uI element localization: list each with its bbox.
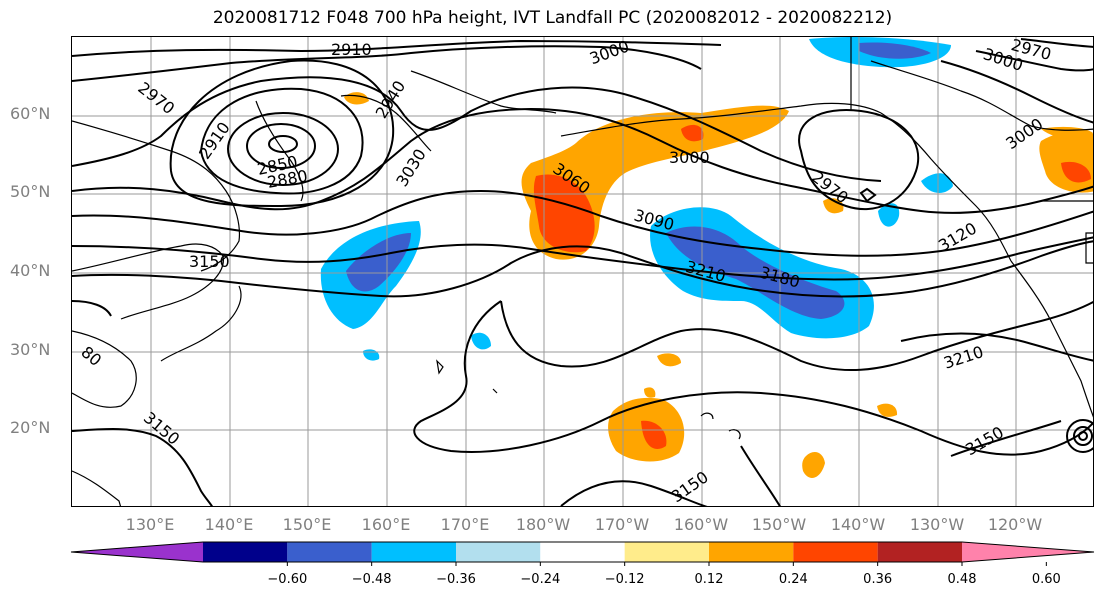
ivt-negative-core [346,233,411,292]
ivt-positive-region [877,403,898,417]
colorbar-segment [287,542,372,562]
coastlines [72,37,1093,506]
colorbar-extend-low [71,542,203,562]
lat-label-60n: 60°N [10,104,51,123]
colorbar [70,541,1095,566]
lon-label: 150°E [282,515,332,534]
ivt-positive-region [644,387,656,398]
contour-label: 3150 [140,408,183,449]
lon-label: 150°W [751,515,807,534]
lon-label: 170°E [440,515,490,534]
ivt-positive-region [802,451,825,478]
colorbar-segment [371,542,456,562]
colorbar-segment [203,542,288,562]
ivt-positive-region [657,353,681,367]
lon-label: 160°W [673,515,729,534]
ivt-shading [320,37,1093,478]
lon-label: 130°W [909,515,965,534]
ivt-negative-region [878,203,900,227]
ivt-positive-core [681,124,704,142]
map-svg: 2910 3000 2970 3000 2940 2970 2910 3030 … [72,37,1093,506]
colorbar-tick-label: 0.48 [947,572,977,587]
ivt-negative-region [363,349,380,361]
colorbar-tick-label: 0.36 [863,572,893,587]
contour-label: 2970 [134,78,178,118]
colorbar-segment [540,542,625,562]
ivt-positive-region [344,92,369,105]
map-title: 2020081712 F048 700 hPa height, IVT Land… [212,8,893,28]
lon-label: 140°W [830,515,886,534]
ivt-positive-core [1061,161,1091,183]
lon-label: 120°W [987,515,1043,534]
colorbar-segment [456,542,541,562]
ivt-positive-region [1039,130,1093,193]
height-contours [72,38,1093,506]
lon-label: 130°E [125,515,175,534]
map-panel: 2910 3000 2970 3000 2940 2970 2910 3030 … [71,36,1094,507]
colorbar-segment [793,542,878,562]
ivt-negative-region [921,173,953,193]
contour-label: 80 [77,342,105,370]
contour-label: 3120 [935,219,980,256]
colorbar-tick-label: −0.12 [604,572,645,587]
colorbar-tick-label: 0.60 [1031,572,1061,587]
colorbar-outline [70,541,1095,563]
colorbar-tick-label: −0.24 [520,572,561,587]
colorbar-tick-label: −0.60 [267,572,308,587]
lat-label-50n: 50°N [10,182,51,201]
ivt-positive-core [641,420,667,450]
colorbar-segment [624,542,709,562]
contour-label: 2910 [331,40,372,59]
lat-label-40n: 40°N [10,261,51,280]
colorbar-segment [709,542,794,562]
ivt-negative-region [471,332,491,350]
colorbar-tick-label: 0.24 [778,572,808,587]
colorbar-tick-label: 0.12 [694,572,724,587]
contour-label: 3000 [669,148,710,167]
contour-label: 3150 [189,252,230,271]
colorbar-extend-high [962,542,1094,562]
colorbar-segment [877,542,962,562]
lon-label: 140°E [204,515,254,534]
lat-label-20n: 20°N [10,418,51,437]
lon-label: 170°W [594,515,650,534]
colorbar-tick-label: −0.36 [436,572,476,587]
ivt-negative-core [859,42,931,59]
lon-label: 160°E [361,515,411,534]
lon-label: 180°W [515,515,571,534]
colorbar-tick-label: −0.48 [351,572,392,587]
lat-label-30n: 30°N [10,340,51,359]
